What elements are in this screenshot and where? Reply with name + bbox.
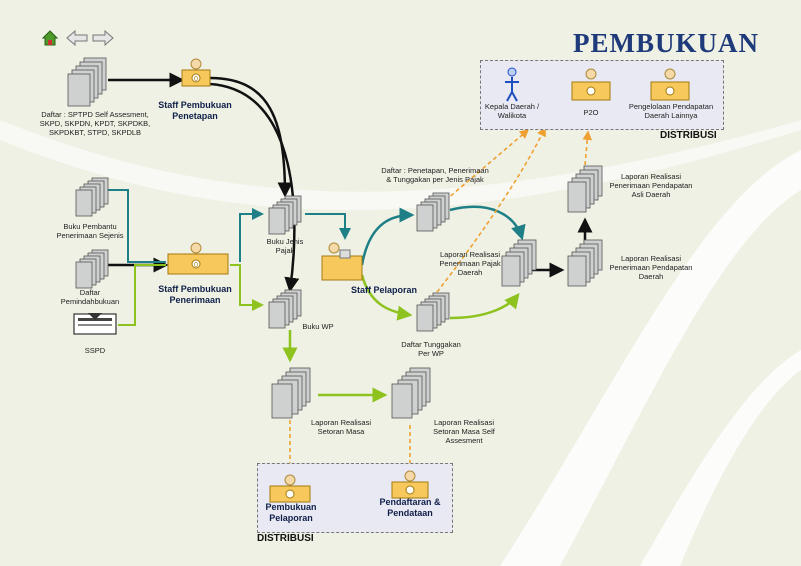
buku-wp-label: Buku WP [302, 322, 334, 331]
bg-swoosh [640, 350, 801, 566]
laporan-setoran-self-label: Laporan Realisasi Setoran Masa Self Asse… [433, 418, 495, 445]
laporan-setoran-masa-label: Laporan Realisasi Setoran Masa [310, 418, 372, 436]
pembukuan-pelaporan-label: Pembukuan Pelaporan [265, 502, 317, 523]
laporan-pad-label: Laporan Realisasi Penerimaan Pendapatan … [609, 172, 693, 199]
daftar-penetapan-label: Daftar : Penetapan, Penerimaan & Tunggak… [381, 166, 489, 184]
sspd-label: SSPD [84, 346, 106, 355]
buku-pembantu-label: Buku Pembantu Penerimaan Sejenis [56, 222, 124, 240]
daftar-pemindahbukuan-label: Daftar Pemindahbukuan [60, 288, 120, 306]
distribution-heading-bottom: DISTRIBUSI [257, 533, 314, 544]
pengelolaan-label: Pengelolaan Pendapatan Daerah Lainnya [628, 102, 714, 120]
distribution-heading-top: DISTRIBUSI [660, 130, 717, 141]
page-title: PEMBUKUAN [573, 28, 759, 58]
laporan-pendapatan-daerah-label: Laporan Realisasi Penerimaan Pendapatan … [609, 254, 693, 281]
laporan-pajak-daerah-label: Laporan Realisasi Penerimaan Pajak Daera… [439, 250, 501, 277]
staff-penetapan-label: Staff Pembukuan Penetapan [158, 100, 232, 121]
daftar-tunggakan-label: Daftar Tunggakan Per WP [401, 340, 461, 358]
buku-jenis-pajak-label: Buku Jenis Pajak [266, 237, 304, 255]
bg-swoosh [0, 120, 801, 211]
staff-penerimaan-label: Staff Pembukuan Penerimaan [158, 284, 232, 305]
kepala-daerah-label: Kepala Daerah / Walikota [484, 102, 540, 120]
bg-swoosh [500, 150, 801, 566]
pendaftaran-pendataan-label: Pendaftaran & Pendataan [379, 497, 441, 518]
arrow-left-icon[interactable] [66, 29, 88, 47]
daftar-sptpd-label: Daftar : SPTPD Self Assesment, SKPD, SKP… [39, 110, 151, 137]
p2o-label: P2O [583, 108, 599, 117]
home-icon[interactable] [41, 30, 59, 46]
staff-pelaporan-label: Staff Pelaporan [350, 285, 417, 295]
arrow-right-icon[interactable] [92, 29, 114, 47]
